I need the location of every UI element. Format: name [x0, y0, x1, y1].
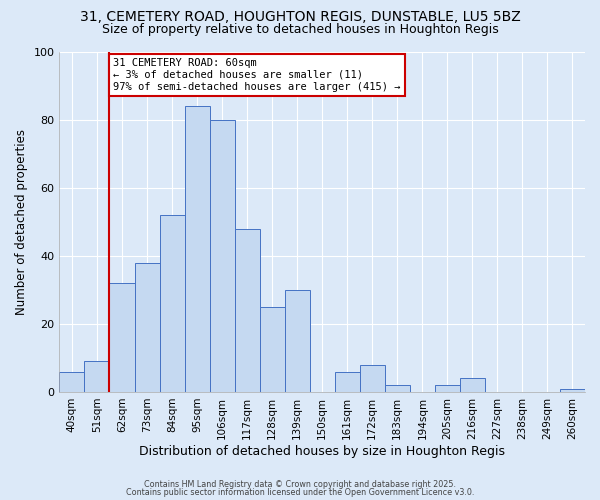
Bar [185, 106, 209, 392]
Bar [284, 290, 310, 392]
X-axis label: Distribution of detached houses by size in Houghton Regis: Distribution of detached houses by size … [139, 444, 505, 458]
Bar [235, 228, 260, 392]
Bar [209, 120, 235, 392]
Bar [435, 385, 460, 392]
Text: 31, CEMETERY ROAD, HOUGHTON REGIS, DUNSTABLE, LU5 5BZ: 31, CEMETERY ROAD, HOUGHTON REGIS, DUNST… [80, 10, 520, 24]
Y-axis label: Number of detached properties: Number of detached properties [15, 128, 28, 314]
Bar [360, 364, 385, 392]
Bar [460, 378, 485, 392]
Text: Contains HM Land Registry data © Crown copyright and database right 2025.: Contains HM Land Registry data © Crown c… [144, 480, 456, 489]
Bar [59, 372, 85, 392]
Bar [260, 307, 284, 392]
Text: Contains public sector information licensed under the Open Government Licence v3: Contains public sector information licen… [126, 488, 474, 497]
Bar [134, 262, 160, 392]
Text: Size of property relative to detached houses in Houghton Regis: Size of property relative to detached ho… [101, 22, 499, 36]
Bar [385, 385, 410, 392]
Bar [109, 283, 134, 392]
Bar [85, 362, 109, 392]
Text: 31 CEMETERY ROAD: 60sqm
← 3% of detached houses are smaller (11)
97% of semi-det: 31 CEMETERY ROAD: 60sqm ← 3% of detached… [113, 58, 401, 92]
Bar [560, 388, 585, 392]
Bar [335, 372, 360, 392]
Bar [160, 215, 185, 392]
